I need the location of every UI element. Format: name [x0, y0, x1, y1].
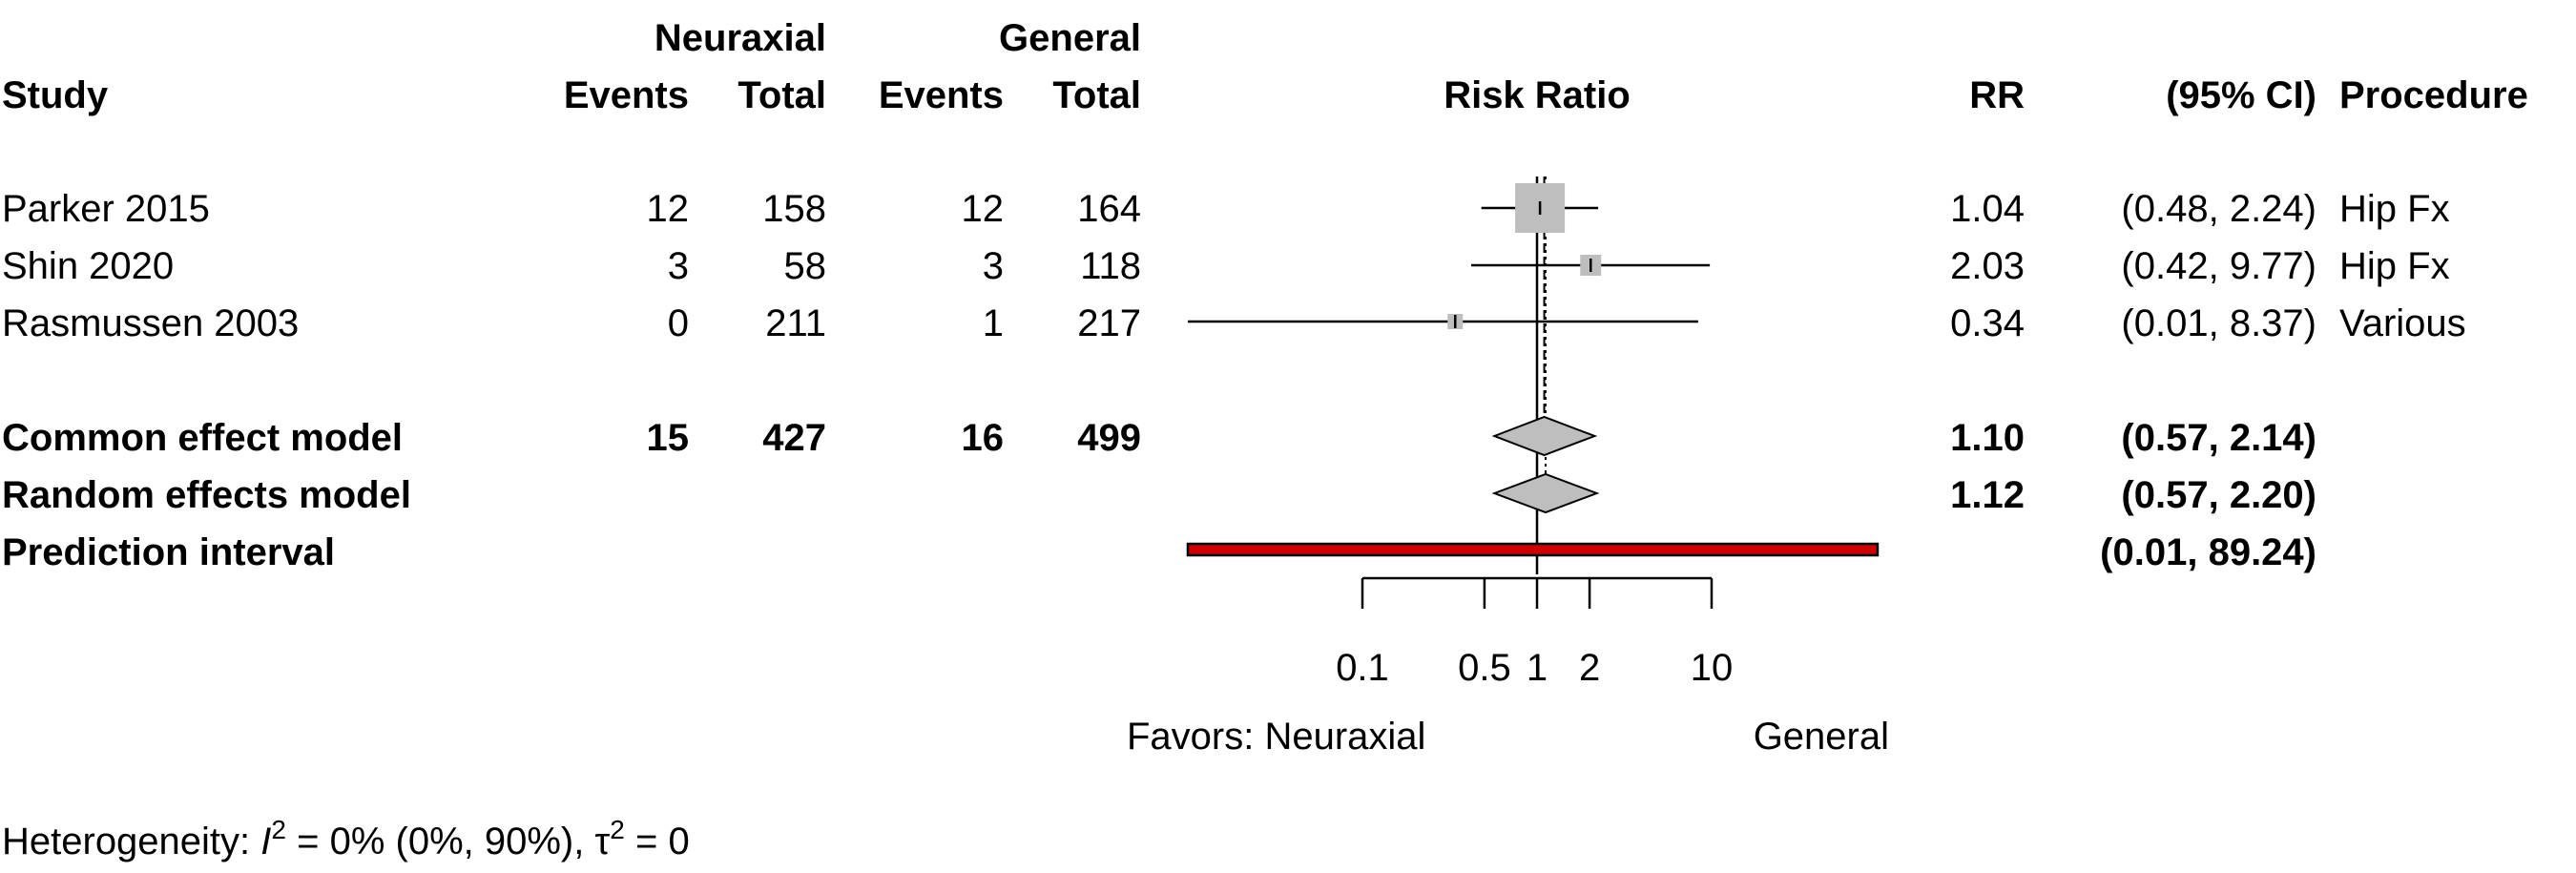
rr-value: 1.10 — [1950, 417, 2025, 459]
random-effects-row: Random effects model 1.12 (0.57, 2.20) — [2, 474, 2316, 516]
ci-column-header: (95% CI) — [2166, 74, 2316, 116]
heterogeneity-statement: Heterogeneity: I2 = 0% (0%, 90%), τ2 = 0 — [2, 815, 690, 863]
forest-graphics: 0.1 0.5 1 2 10 — [1186, 177, 1880, 689]
common-effect-row: Common effect model 15 427 16 499 1.10 (… — [2, 417, 2316, 459]
total1-column-header: Total — [737, 74, 826, 116]
x-axis-tick-label: 0.5 — [1458, 647, 1511, 689]
study-row: Shin 2020 3 58 3 118 2.03 (0.42, 9.77) H… — [2, 245, 2450, 287]
procedure-value: Hip Fx — [2339, 188, 2450, 230]
x-axis-tick-label: 0.1 — [1336, 647, 1389, 689]
procedure-column-header: Procedure — [2339, 74, 2528, 116]
prediction-ci-value: (0.01, 89.24) — [2100, 531, 2316, 573]
events1-value: 3 — [668, 245, 689, 287]
rr-value: 0.34 — [1950, 302, 2025, 344]
total2-column-header: Total — [1052, 74, 1141, 116]
prediction-interval-bar — [1186, 542, 1880, 557]
x-axis-tick-label: 1 — [1527, 647, 1548, 689]
ci-value: (0.57, 2.20) — [2121, 474, 2316, 516]
events2-value: 3 — [983, 245, 1004, 287]
x-axis-tick-label: 10 — [1691, 647, 1734, 689]
favors-left-label: Favors: Neuraxial — [1127, 716, 1425, 758]
study-name: Shin 2020 — [2, 245, 174, 287]
group1-header: Neuraxial — [654, 17, 826, 59]
ci-value: (0.48, 2.24) — [2121, 188, 2316, 230]
ci-value: (0.57, 2.14) — [2121, 417, 2316, 459]
i2-symbol: I — [260, 821, 271, 863]
model-name: Random effects model — [2, 474, 411, 516]
events1-value: 0 — [668, 302, 689, 344]
ci-value: (0.01, 8.37) — [2121, 302, 2316, 344]
events1-value: 12 — [647, 188, 690, 230]
events2-value: 12 — [962, 188, 1005, 230]
tau-symbol: τ — [594, 821, 610, 863]
tau-superscript: 2 — [610, 815, 625, 844]
total1-value: 427 — [762, 417, 826, 459]
rr-value: 1.12 — [1950, 474, 2025, 516]
study-name: Parker 2015 — [2, 188, 210, 230]
total2-value: 118 — [1080, 245, 1141, 287]
total2-value: 217 — [1077, 302, 1141, 344]
study-name: Rasmussen 2003 — [2, 302, 299, 344]
total1-value: 211 — [765, 302, 826, 344]
study-column-header: Study — [2, 74, 109, 116]
rr-value: 1.04 — [1950, 188, 2025, 230]
events2-column-header: Events — [879, 74, 1004, 116]
events1-column-header: Events — [564, 74, 689, 116]
prediction-name: Prediction interval — [2, 531, 335, 573]
events2-value: 16 — [962, 417, 1005, 459]
rr-value: 2.03 — [1950, 245, 2025, 287]
group2-header: General — [999, 17, 1141, 59]
procedure-value: Hip Fx — [2339, 245, 2450, 287]
model-name: Common effect model — [2, 417, 403, 459]
total1-value: 158 — [762, 188, 826, 230]
i2-text: = 0% (0%, 90%), — [286, 821, 594, 863]
effect-column-header: Risk Ratio — [1444, 74, 1631, 116]
common-effect-diamond — [1491, 415, 1598, 457]
rr-column-header: RR — [1969, 74, 2025, 116]
i2-superscript: 2 — [271, 815, 286, 844]
events2-value: 1 — [983, 302, 1004, 344]
random-effects-diamond — [1491, 472, 1600, 514]
x-axis-tick-label: 2 — [1579, 647, 1600, 689]
ci-value: (0.42, 9.77) — [2121, 245, 2316, 287]
total2-value: 164 — [1077, 188, 1141, 230]
procedure-value: Various — [2339, 302, 2466, 344]
prediction-interval-row: Prediction interval (0.01, 89.24) — [2, 531, 2316, 573]
study-row: Parker 2015 12 158 12 164 1.04 (0.48, 2.… — [2, 188, 2450, 230]
total2-value: 499 — [1077, 417, 1141, 459]
total1-value: 58 — [784, 245, 827, 287]
favors-right-label: General — [1754, 716, 1889, 758]
tau-text: = 0 — [625, 821, 690, 863]
study-row: Rasmussen 2003 0 211 1 217 0.34 (0.01, 8… — [2, 302, 2466, 344]
events1-value: 15 — [647, 417, 690, 459]
heterogeneity-prefix: Heterogeneity: — [2, 821, 260, 863]
